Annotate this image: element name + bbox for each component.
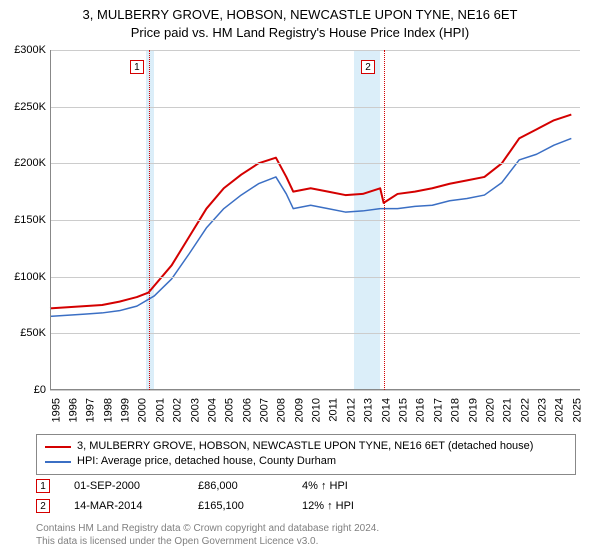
x-axis-label: 2014 <box>380 398 392 422</box>
x-axis-label: 2009 <box>293 398 305 422</box>
y-axis-label: £250K <box>2 101 46 113</box>
footer-attribution: Contains HM Land Registry data © Crown c… <box>36 522 379 548</box>
series-line <box>50 115 571 309</box>
legend-box: 3, MULBERRY GROVE, HOBSON, NEWCASTLE UPO… <box>36 434 576 475</box>
legend-swatch <box>45 446 71 448</box>
x-axis-label: 2005 <box>224 398 236 422</box>
y-axis-label: £0 <box>2 384 46 396</box>
x-axis-label: 2015 <box>398 398 410 422</box>
marker-table: 1 01-SEP-2000 £86,000 4% ↑ HPI 2 14-MAR-… <box>36 476 402 516</box>
gridline-h <box>50 220 580 221</box>
chart-plot-area: £0£50K£100K£150K£200K£250K£300K199519961… <box>50 50 580 390</box>
marker-price: £165,100 <box>198 500 278 512</box>
x-axis-label: 2008 <box>276 398 288 422</box>
y-axis-line <box>50 50 51 390</box>
x-axis-label: 2016 <box>415 398 427 422</box>
gridline-h <box>50 390 580 391</box>
legend-label: 3, MULBERRY GROVE, HOBSON, NEWCASTLE UPO… <box>77 439 533 454</box>
x-axis-line <box>50 389 580 390</box>
legend-item: 3, MULBERRY GROVE, HOBSON, NEWCASTLE UPO… <box>45 439 567 454</box>
marker-row: 2 14-MAR-2014 £165,100 12% ↑ HPI <box>36 496 402 516</box>
y-axis-label: £200K <box>2 157 46 169</box>
series-line <box>50 138 571 316</box>
x-axis-label: 2020 <box>484 398 496 422</box>
title-line-2: Price paid vs. HM Land Registry's House … <box>0 24 600 42</box>
x-axis-label: 2025 <box>571 398 583 422</box>
footer-line-2: This data is licensed under the Open Gov… <box>36 535 379 548</box>
x-axis-label: 2021 <box>502 398 514 422</box>
marker-pct: 4% ↑ HPI <box>302 480 402 492</box>
y-axis-label: £100K <box>2 271 46 283</box>
marker-date: 14-MAR-2014 <box>74 500 174 512</box>
gridline-h <box>50 333 580 334</box>
title-line-1: 3, MULBERRY GROVE, HOBSON, NEWCASTLE UPO… <box>0 6 600 24</box>
marker-id-box: 1 <box>36 479 50 493</box>
x-axis-label: 1998 <box>102 398 114 422</box>
marker-pct: 12% ↑ HPI <box>302 500 402 512</box>
marker-vertical-line <box>149 50 150 390</box>
gridline-h <box>50 163 580 164</box>
x-axis-label: 2022 <box>519 398 531 422</box>
marker-row: 1 01-SEP-2000 £86,000 4% ↑ HPI <box>36 476 402 496</box>
x-axis-label: 1995 <box>50 398 62 422</box>
x-axis-label: 2011 <box>328 398 340 422</box>
legend-swatch <box>45 461 71 463</box>
x-axis-label: 2001 <box>154 398 166 422</box>
footer-line-1: Contains HM Land Registry data © Crown c… <box>36 522 379 535</box>
x-axis-label: 2010 <box>311 398 323 422</box>
marker-id-box: 2 <box>36 499 50 513</box>
x-axis-label: 2017 <box>432 398 444 422</box>
marker-box: 2 <box>361 60 375 74</box>
marker-vertical-line <box>384 50 385 390</box>
marker-box: 1 <box>130 60 144 74</box>
marker-price: £86,000 <box>198 480 278 492</box>
y-axis-label: £150K <box>2 214 46 226</box>
x-axis-label: 1996 <box>67 398 79 422</box>
x-axis-label: 2024 <box>554 398 566 422</box>
legend-label: HPI: Average price, detached house, Coun… <box>77 454 336 469</box>
x-axis-label: 2023 <box>537 398 549 422</box>
y-axis-label: £300K <box>2 44 46 56</box>
x-axis-label: 2004 <box>206 398 218 422</box>
x-axis-label: 2006 <box>241 398 253 422</box>
x-axis-label: 2018 <box>450 398 462 422</box>
gridline-h <box>50 277 580 278</box>
chart-title: 3, MULBERRY GROVE, HOBSON, NEWCASTLE UPO… <box>0 0 600 41</box>
x-axis-label: 2000 <box>137 398 149 422</box>
x-axis-label: 2002 <box>172 398 184 422</box>
x-axis-label: 2019 <box>467 398 479 422</box>
x-axis-label: 2003 <box>189 398 201 422</box>
x-axis-label: 1999 <box>120 398 132 422</box>
gridline-h <box>50 107 580 108</box>
marker-date: 01-SEP-2000 <box>74 480 174 492</box>
x-axis-label: 2012 <box>345 398 357 422</box>
x-axis-label: 1997 <box>85 398 97 422</box>
legend-item: HPI: Average price, detached house, Coun… <box>45 454 567 469</box>
y-axis-label: £50K <box>2 327 46 339</box>
x-axis-label: 2007 <box>259 398 271 422</box>
x-axis-label: 2013 <box>363 398 375 422</box>
gridline-h <box>50 50 580 51</box>
